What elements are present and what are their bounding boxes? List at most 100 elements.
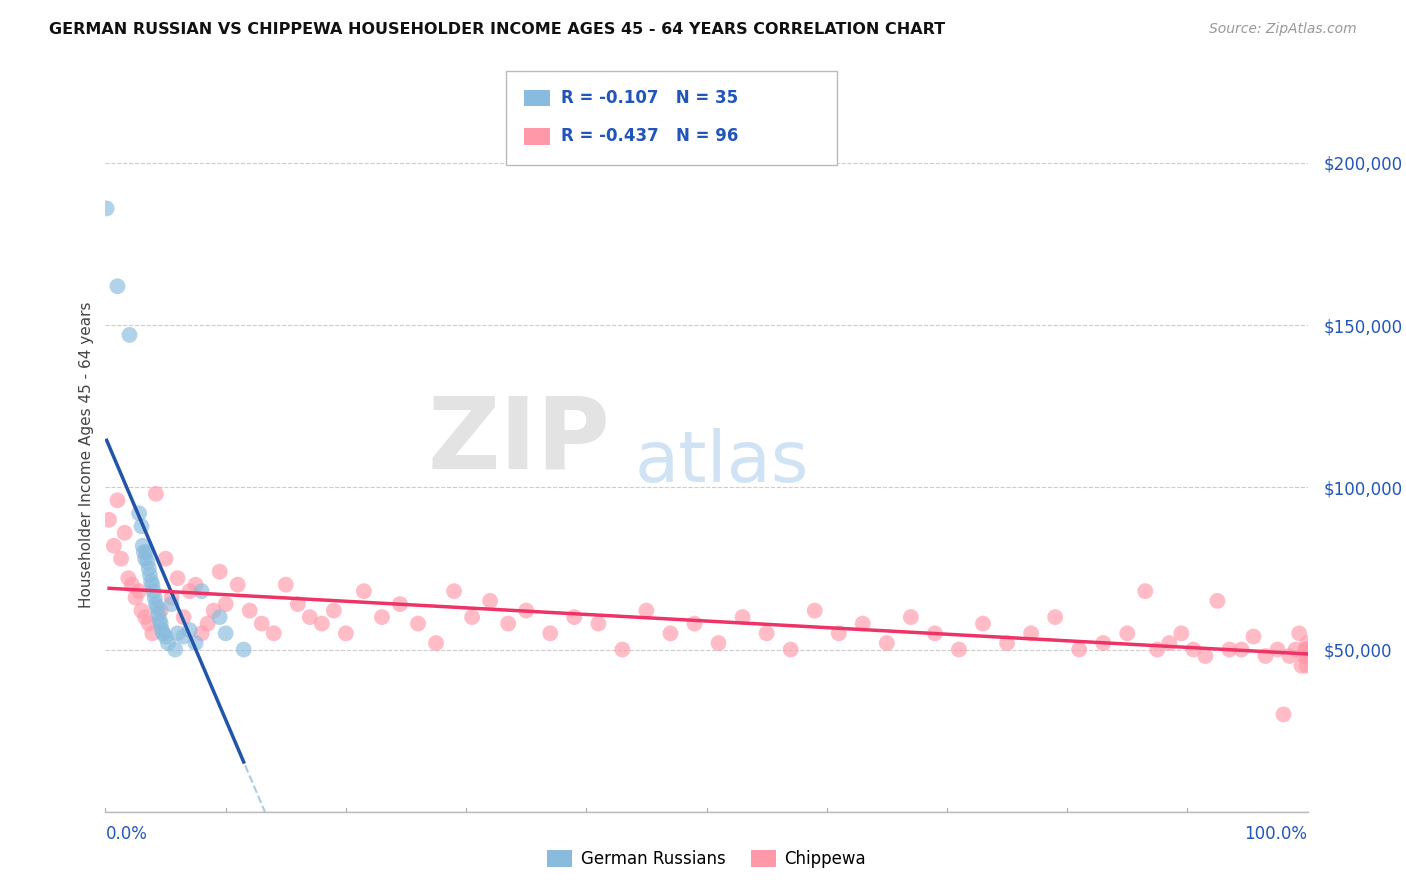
Point xyxy=(755,626,778,640)
Point xyxy=(636,604,658,618)
Point xyxy=(239,604,262,618)
Point xyxy=(110,551,132,566)
Point xyxy=(138,561,160,575)
Point xyxy=(136,555,159,569)
Point xyxy=(179,584,201,599)
Point xyxy=(138,616,160,631)
Point xyxy=(1295,642,1317,657)
Point xyxy=(995,636,1018,650)
Point xyxy=(132,545,155,559)
Point xyxy=(731,610,754,624)
Point xyxy=(683,616,706,631)
Point xyxy=(148,613,170,627)
Point xyxy=(117,571,139,585)
Point xyxy=(202,604,225,618)
Point xyxy=(1159,636,1181,650)
Point xyxy=(924,626,946,640)
Point xyxy=(250,616,273,631)
Point xyxy=(1092,636,1115,650)
Point xyxy=(166,626,188,640)
Point xyxy=(1278,648,1301,663)
Point xyxy=(972,616,994,631)
Point xyxy=(1206,594,1229,608)
Text: 100.0%: 100.0% xyxy=(1244,825,1308,843)
Point xyxy=(876,636,898,650)
Point xyxy=(779,642,801,657)
Point xyxy=(948,642,970,657)
Point xyxy=(707,636,730,650)
Point xyxy=(1182,642,1205,657)
Point xyxy=(118,327,141,342)
Legend: German Russians, Chippewa: German Russians, Chippewa xyxy=(541,843,872,875)
Point xyxy=(173,610,195,624)
Point xyxy=(852,616,875,631)
Point xyxy=(190,626,212,640)
Point xyxy=(145,487,167,501)
Point xyxy=(538,626,561,640)
Point xyxy=(160,597,183,611)
Point xyxy=(166,571,188,585)
Point xyxy=(263,626,285,640)
Point xyxy=(1043,610,1066,624)
Point xyxy=(562,610,585,624)
Point xyxy=(1295,648,1317,663)
Point xyxy=(232,642,254,657)
Point xyxy=(152,626,174,640)
Point xyxy=(1284,642,1306,657)
Point xyxy=(131,604,153,618)
Point xyxy=(184,577,207,591)
Point xyxy=(139,568,162,582)
Point xyxy=(371,610,394,624)
Point xyxy=(1254,648,1277,663)
Point xyxy=(148,607,170,621)
Point xyxy=(134,610,156,624)
Point xyxy=(479,594,502,608)
Point xyxy=(1296,642,1319,657)
Point xyxy=(461,610,484,624)
Point xyxy=(135,545,157,559)
Point xyxy=(1218,642,1240,657)
Point xyxy=(1295,658,1317,673)
Text: R = -0.107   N = 35: R = -0.107 N = 35 xyxy=(561,89,738,107)
Point xyxy=(131,519,153,533)
Point xyxy=(214,597,236,611)
Point xyxy=(149,616,172,631)
Point xyxy=(322,604,344,618)
Point xyxy=(900,610,922,624)
Point xyxy=(197,616,219,631)
Text: R = -0.437   N = 96: R = -0.437 N = 96 xyxy=(561,128,738,145)
Point xyxy=(214,626,236,640)
Point xyxy=(184,636,207,650)
Point xyxy=(425,636,447,650)
Point xyxy=(1170,626,1192,640)
Point xyxy=(1069,642,1091,657)
Point xyxy=(1292,648,1315,663)
Point xyxy=(179,623,201,637)
Point xyxy=(496,616,519,631)
Point xyxy=(208,610,231,624)
Point xyxy=(107,493,129,508)
Point xyxy=(1243,630,1265,644)
Point xyxy=(659,626,682,640)
Point xyxy=(298,610,321,624)
Point xyxy=(353,584,375,599)
Point xyxy=(1116,626,1139,640)
Text: Source: ZipAtlas.com: Source: ZipAtlas.com xyxy=(1209,22,1357,37)
Point xyxy=(143,591,166,605)
Point xyxy=(165,642,187,657)
Point xyxy=(155,551,177,566)
Point xyxy=(335,626,357,640)
Point xyxy=(134,551,156,566)
Point xyxy=(150,623,173,637)
Y-axis label: Householder Income Ages 45 - 64 years: Householder Income Ages 45 - 64 years xyxy=(79,301,94,608)
Point xyxy=(156,636,179,650)
Point xyxy=(141,626,163,640)
Point xyxy=(1291,658,1313,673)
Point xyxy=(190,584,212,599)
Text: 0.0%: 0.0% xyxy=(105,825,148,843)
Point xyxy=(114,525,136,540)
Point xyxy=(132,539,155,553)
Point xyxy=(803,604,825,618)
Point xyxy=(124,591,146,605)
Point xyxy=(107,279,129,293)
